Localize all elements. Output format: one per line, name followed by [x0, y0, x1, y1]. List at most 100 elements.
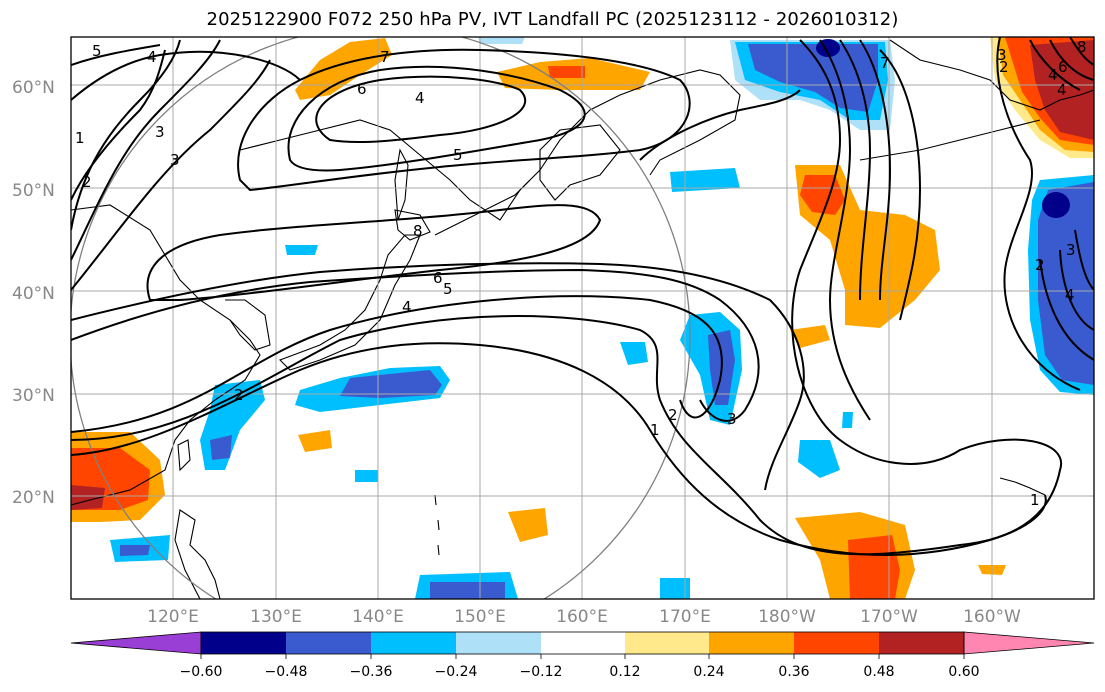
lon-label: 170°W [860, 607, 918, 627]
positive-anomaly-region [848, 535, 900, 599]
contour-label: 4 [147, 48, 157, 66]
pv-contour [639, 89, 801, 161]
colorbar-tick-label: −0.24 [435, 664, 478, 680]
positive-anomaly-region [71, 485, 105, 510]
pv-contour [71, 342, 1047, 556]
contour-labels: 5 4 6 7 4 5 8 6 5 4 2 3 1 2 3 1 2 3 4 7 … [75, 38, 1087, 509]
contour-label: 4 [1057, 81, 1067, 99]
negative-anomaly-region [670, 168, 740, 192]
longitude-labels: 120°E 130°E 140°E 150°E 160°E 170°E 180°… [147, 607, 1021, 627]
colorbar-segment [371, 632, 456, 654]
pv-contour [1029, 39, 1081, 91]
contour-label: 5 [443, 280, 453, 298]
map-title: 2025122900 F072 250 hPa PV, IVT Landfall… [206, 9, 899, 30]
contour-label: 3 [170, 151, 180, 169]
pv-contour [71, 39, 1063, 556]
colorbar-tick-label: 0.60 [948, 664, 979, 680]
coastline-philippines [174, 509, 221, 599]
pv-contour [71, 262, 805, 491]
contour-label: 4 [402, 298, 412, 316]
contour-label: 6 [357, 80, 367, 98]
colorbar: −0.60 −0.48 −0.36 −0.24 −0.12 0.12 0.24 … [70, 631, 1095, 680]
contour-label: 8 [1077, 38, 1087, 56]
positive-anomaly-region [508, 508, 548, 542]
colorbar-tick-label: 0.24 [693, 664, 724, 680]
colorbar-tick-label: −0.12 [520, 664, 563, 680]
colorbar-segment [456, 632, 541, 654]
contour-label: 6 [433, 269, 443, 287]
colorbar-segment [541, 632, 625, 654]
coastline-korea [225, 299, 271, 351]
pv-contour [1074, 229, 1094, 291]
positive-anomaly-region [790, 325, 830, 348]
contour-label: 1 [650, 421, 660, 439]
contour-label: 4 [1065, 286, 1075, 304]
lon-label: 150°E [454, 607, 506, 627]
colorbar-tick-label: −0.36 [350, 664, 393, 680]
lat-label: 60°N [12, 78, 55, 98]
island-marianas [434, 494, 440, 556]
positive-anomaly-region [548, 66, 585, 78]
negative-anomaly-region [798, 440, 840, 478]
contour-label: 1 [1030, 491, 1040, 509]
negative-anomaly-region [660, 578, 690, 599]
lon-label: 120°E [147, 607, 199, 627]
negative-anomaly-region [620, 342, 648, 365]
lon-label: 160°W [963, 607, 1021, 627]
contour-label: 8 [413, 222, 423, 240]
graticule [71, 37, 1094, 599]
colorbar-segment [286, 632, 371, 654]
pv-contour [71, 268, 760, 422]
pv-contour [71, 59, 271, 291]
coastline-aleutians [859, 119, 1041, 161]
colorbar-tick-label: 0.48 [863, 664, 894, 680]
contour-label: 1 [75, 129, 85, 147]
pv-contour [1069, 37, 1094, 66]
lat-label: 50°N [12, 181, 55, 201]
contour-label: 2 [999, 58, 1009, 76]
pv-contour [71, 39, 221, 261]
ivt-shading [71, 37, 1094, 599]
negative-anomaly-region [842, 412, 853, 428]
pv-contour [839, 39, 872, 301]
colorbar-segment [625, 632, 709, 654]
lon-label: 170°E [659, 607, 711, 627]
pv-contour [71, 295, 723, 433]
pv-contour [287, 65, 586, 172]
contour-label: 3 [155, 123, 165, 141]
pv-contour [859, 39, 892, 301]
contour-label: 5 [92, 42, 102, 60]
coastline-taiwan [177, 439, 191, 472]
pv-contour [146, 204, 602, 301]
negative-anomaly-region [1038, 182, 1094, 385]
colorbar-tick-label: −0.60 [180, 664, 223, 680]
pv-contour [71, 50, 301, 101]
contour-label: 3 [727, 410, 737, 428]
colorbar-tick-label: 0.12 [609, 664, 640, 680]
pv-contours [71, 37, 1094, 556]
coastline-kuril [434, 179, 531, 236]
colorbar-ticks [200, 654, 965, 659]
coastline-hokkaido [394, 209, 431, 241]
contour-label: 2 [234, 386, 244, 404]
negative-anomaly-region [285, 245, 318, 255]
negative-anomaly-region [748, 44, 878, 112]
lat-label: 30°N [12, 386, 55, 406]
negative-anomaly-region [430, 582, 505, 599]
lon-label: 140°E [352, 607, 404, 627]
map-frame [70, 36, 1095, 600]
contour-label: 7 [880, 54, 890, 72]
negative-anomaly-core [1042, 192, 1070, 218]
coastline-alaska [889, 39, 1094, 111]
map-panel: 5 4 6 7 4 5 8 6 5 4 2 3 1 2 3 1 2 3 4 7 … [71, 37, 1094, 599]
pv-contour [71, 49, 166, 201]
contour-label: 5 [453, 146, 463, 164]
lat-label: 20°N [12, 488, 55, 508]
pv-contour [237, 48, 691, 192]
colorbar-extend-high [963, 631, 1095, 655]
positive-anomaly-region [1030, 40, 1094, 140]
colorbar-segment [201, 632, 286, 654]
contour-label: 4 [1048, 66, 1058, 84]
lon-label: 160°E [556, 607, 608, 627]
